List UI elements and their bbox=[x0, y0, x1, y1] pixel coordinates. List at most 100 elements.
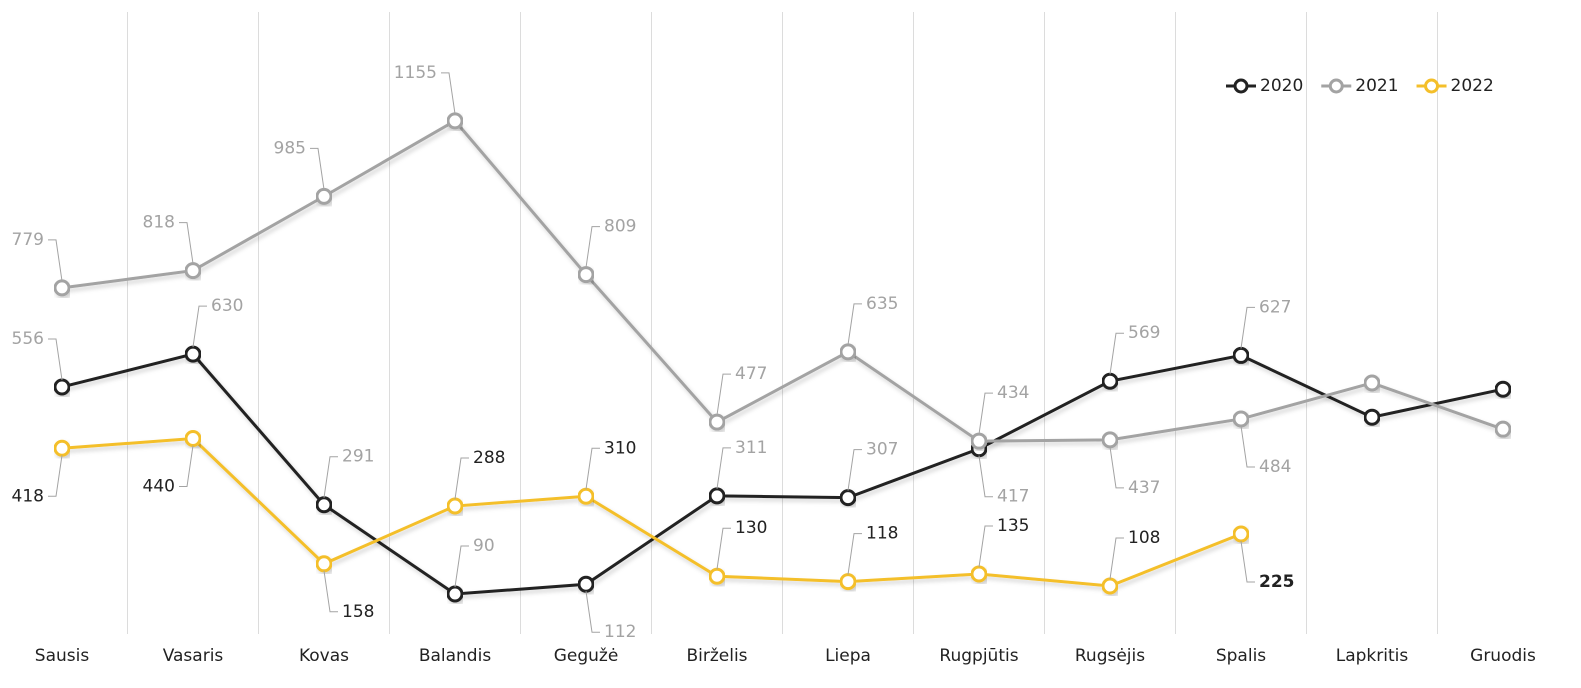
point bbox=[970, 565, 988, 583]
legend-marker bbox=[1233, 78, 1249, 94]
data-label: 225 bbox=[1259, 572, 1295, 592]
point bbox=[1363, 408, 1381, 426]
x-tick-label: Gegužė bbox=[554, 646, 619, 666]
data-label: 288 bbox=[473, 448, 505, 468]
point bbox=[53, 378, 71, 396]
data-label: 135 bbox=[997, 516, 1029, 536]
series: 418 440 158 288 310 130 118 135 108 225 bbox=[12, 430, 1295, 622]
point bbox=[1101, 577, 1119, 595]
legend-label: 2022 bbox=[1451, 76, 1494, 96]
data-label: 108 bbox=[1128, 528, 1160, 548]
leader-line bbox=[48, 455, 63, 497]
data-label: 112 bbox=[604, 622, 636, 642]
leader-line bbox=[310, 147, 325, 190]
point bbox=[184, 345, 202, 363]
point bbox=[53, 279, 71, 297]
legend-label: 2021 bbox=[1355, 76, 1398, 96]
legend-marker bbox=[1328, 78, 1344, 94]
data-label: 818 bbox=[143, 213, 175, 233]
point bbox=[708, 487, 726, 505]
data-label: 477 bbox=[735, 364, 767, 384]
point bbox=[315, 496, 333, 514]
data-label: 417 bbox=[997, 487, 1029, 507]
data-label: 440 bbox=[143, 477, 175, 497]
data-label: 809 bbox=[604, 217, 636, 237]
point bbox=[839, 343, 857, 361]
x-tick-label: Kovas bbox=[299, 646, 349, 666]
x-tick-label: Lapkritis bbox=[1336, 646, 1409, 666]
line bbox=[61, 352, 1504, 596]
leader-line bbox=[1109, 446, 1124, 489]
leader-line bbox=[978, 525, 993, 568]
x-tick-label: Vasaris bbox=[163, 646, 224, 666]
leader-line bbox=[585, 591, 600, 633]
data-label: 90 bbox=[473, 536, 495, 556]
data-label: 307 bbox=[866, 440, 898, 460]
data-label: 437 bbox=[1128, 478, 1160, 498]
data-label: 434 bbox=[997, 383, 1029, 403]
leader-line bbox=[585, 226, 600, 268]
leader-line bbox=[716, 373, 731, 416]
line bbox=[61, 436, 1242, 588]
data-label: 484 bbox=[1259, 457, 1291, 477]
data-label: 291 bbox=[342, 447, 374, 467]
point bbox=[577, 487, 595, 505]
point bbox=[184, 262, 202, 280]
series: 779 818 985 1155 809 477 635 434 437 484 bbox=[12, 63, 1512, 498]
point bbox=[184, 430, 202, 448]
leader-line bbox=[1240, 306, 1255, 349]
leader-line bbox=[323, 456, 338, 498]
point bbox=[315, 187, 333, 205]
data-label: 569 bbox=[1128, 323, 1160, 343]
point bbox=[708, 567, 726, 585]
point bbox=[577, 266, 595, 284]
x-tick-label: Liepa bbox=[825, 646, 871, 666]
data-label: 418 bbox=[12, 486, 44, 506]
leader-line bbox=[454, 457, 469, 500]
x-tick-label: Sausis bbox=[35, 646, 90, 666]
point bbox=[839, 573, 857, 591]
point bbox=[1494, 420, 1512, 438]
point bbox=[446, 585, 464, 603]
point bbox=[970, 432, 988, 450]
data-label: 311 bbox=[735, 438, 767, 458]
point bbox=[577, 575, 595, 593]
line bbox=[61, 118, 1504, 443]
data-label: 1155 bbox=[394, 63, 437, 83]
data-label: 635 bbox=[866, 294, 898, 314]
leader-line bbox=[192, 305, 207, 348]
point bbox=[1232, 410, 1250, 428]
leader-line bbox=[454, 545, 469, 588]
data-label: 118 bbox=[866, 524, 898, 544]
data-label: 985 bbox=[274, 138, 306, 158]
point bbox=[839, 489, 857, 507]
x-tick-label: Rugsėjis bbox=[1075, 646, 1145, 666]
point bbox=[708, 413, 726, 431]
leader-line bbox=[1109, 537, 1124, 580]
point bbox=[446, 497, 464, 515]
data-label: 556 bbox=[12, 329, 44, 349]
leader-line bbox=[323, 570, 338, 613]
point bbox=[1363, 374, 1381, 392]
x-tick-label: Birželis bbox=[686, 646, 747, 666]
leader-line bbox=[1240, 540, 1255, 583]
leader-line bbox=[1240, 425, 1255, 468]
legend-label: 2020 bbox=[1260, 76, 1303, 96]
leader-line bbox=[847, 303, 862, 345]
leader-line bbox=[1109, 332, 1124, 375]
leader-line bbox=[179, 222, 194, 264]
data-label: 310 bbox=[604, 438, 636, 458]
data-label: 158 bbox=[342, 602, 374, 622]
point bbox=[1494, 380, 1512, 398]
data-label: 627 bbox=[1259, 297, 1291, 317]
leader-line bbox=[716, 527, 731, 570]
point bbox=[1232, 525, 1250, 543]
leader-line bbox=[847, 449, 862, 491]
leader-line bbox=[585, 447, 600, 490]
leader-line bbox=[847, 533, 862, 575]
leader-line bbox=[978, 392, 993, 435]
x-tick-label: Gruodis bbox=[1470, 646, 1536, 666]
data-label: 630 bbox=[211, 296, 243, 316]
x-tick-label: Rugpjūtis bbox=[939, 646, 1018, 666]
